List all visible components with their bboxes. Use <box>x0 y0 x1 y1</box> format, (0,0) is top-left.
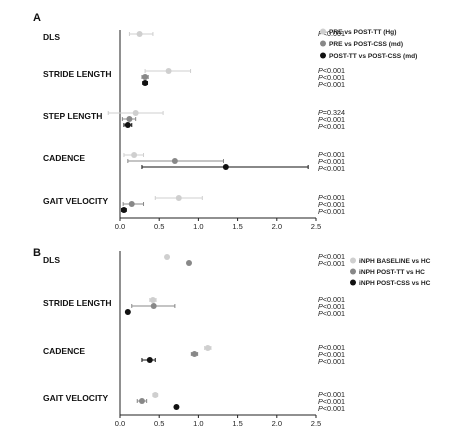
data-point <box>128 201 135 207</box>
data-point <box>164 254 171 260</box>
data-point <box>132 110 139 116</box>
p-value-label: P<0.001 <box>318 66 345 75</box>
p-value-label: P<0.001 <box>318 390 345 399</box>
p-value-label: P<0.001 <box>318 343 345 352</box>
legend-marker <box>350 257 356 264</box>
legend-label: PRE vs POST-TT (Hg) <box>329 29 396 36</box>
x-tick-label: 0.0 <box>115 419 125 428</box>
data-point <box>204 345 211 351</box>
p-value-label: P<0.001 <box>318 357 345 366</box>
data-point <box>142 74 149 80</box>
x-tick-label: 2.5 <box>311 419 321 428</box>
p-value-label: P<0.001 <box>318 207 345 216</box>
data-point <box>138 398 145 404</box>
p-value-label: P<0.001 <box>318 157 345 166</box>
data-point <box>175 195 182 201</box>
data-point <box>126 116 133 122</box>
data-point <box>124 122 131 128</box>
category-label: STRIDE LENGTH <box>43 298 111 308</box>
x-tick-label: 2.0 <box>272 222 282 231</box>
data-point <box>142 80 149 86</box>
p-value-label: P<0.001 <box>318 164 345 173</box>
legend-marker <box>350 268 356 275</box>
legend-marker <box>320 40 326 47</box>
data-point <box>150 303 157 309</box>
legend-label: iNPH BASELINE vs HC <box>359 258 431 265</box>
x-tick-label: 0.5 <box>154 222 164 231</box>
legend-marker <box>350 279 356 286</box>
p-value-label: P<0.001 <box>318 350 345 359</box>
x-tick-label: 0.5 <box>154 419 164 428</box>
legend-marker <box>320 28 326 35</box>
p-value-label: P<0.001 <box>318 193 345 202</box>
category-label: DLS <box>43 32 60 42</box>
data-point <box>136 31 143 37</box>
p-value-label: P<0.001 <box>318 302 345 311</box>
category-label: STRIDE LENGTH <box>43 69 111 79</box>
data-point <box>185 260 192 266</box>
legend-label: iNPH POST-CSS vs HC <box>359 280 431 287</box>
data-point <box>173 404 180 410</box>
x-tick-label: 0.0 <box>115 222 125 231</box>
legend-label: iNPH POST-TT vs HC <box>359 269 425 276</box>
data-point <box>120 207 127 213</box>
legend-marker <box>320 52 326 59</box>
p-value-label: P<0.001 <box>318 115 345 124</box>
p-value-label: P=0.324 <box>318 108 345 117</box>
data-point <box>149 297 156 303</box>
p-value-label: P<0.001 <box>318 309 345 318</box>
x-tick-label: 1.5 <box>232 222 242 231</box>
p-value-label: P<0.001 <box>318 200 345 209</box>
data-point <box>222 164 229 170</box>
x-tick-label: 1.0 <box>193 419 203 428</box>
p-value-label: P<0.001 <box>318 259 345 268</box>
panel-label-a: A <box>33 12 41 24</box>
x-tick-label: 1.5 <box>232 419 242 428</box>
data-point <box>191 351 198 357</box>
x-tick-label: 1.0 <box>193 222 203 231</box>
p-value-label: P<0.001 <box>318 29 345 38</box>
p-value-label: P<0.001 <box>318 252 345 261</box>
p-value-label: P<0.001 <box>318 150 345 159</box>
data-point <box>146 357 153 363</box>
category-label: GAIT VELOCITY <box>43 393 109 403</box>
p-value-label: P<0.001 <box>318 295 345 304</box>
category-label: CADENCE <box>43 153 85 163</box>
legend-label: POST-TT vs POST-CSS (md) <box>329 53 417 60</box>
panel-label-b: B <box>33 247 41 259</box>
data-point <box>131 152 138 158</box>
category-label: CADENCE <box>43 346 85 356</box>
x-tick-label: 2.0 <box>272 419 282 428</box>
category-label: STEP LENGTH <box>43 111 102 121</box>
data-point <box>165 68 172 74</box>
category-label: GAIT VELOCITY <box>43 196 109 206</box>
category-label: DLS <box>43 255 60 265</box>
p-value-label: P<0.001 <box>318 73 345 82</box>
data-point <box>124 309 131 315</box>
data-point <box>152 392 159 398</box>
data-point <box>171 158 178 164</box>
p-value-label: P<0.001 <box>318 404 345 413</box>
p-value-label: P<0.001 <box>318 80 345 89</box>
p-value-label: P<0.001 <box>318 397 345 406</box>
x-tick-label: 2.5 <box>311 222 321 231</box>
legend-label: PRE vs POST-CSS (md) <box>329 41 403 48</box>
p-value-label: P<0.001 <box>318 122 345 131</box>
